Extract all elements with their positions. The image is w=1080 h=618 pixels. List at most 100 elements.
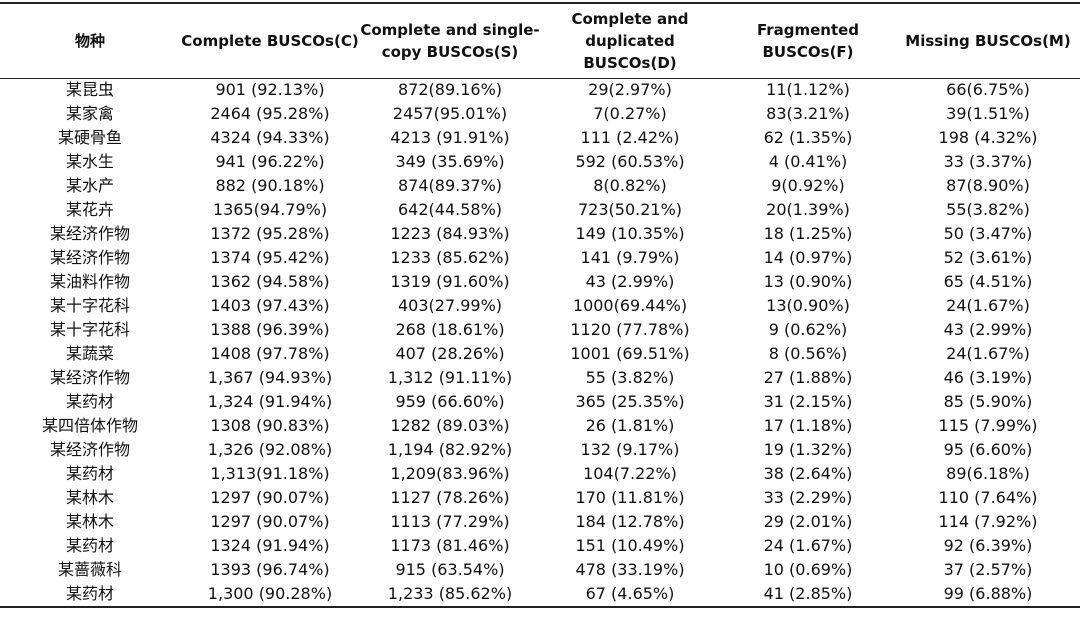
species-cell: 某药材	[65, 392, 114, 411]
busco-cell: 1324 (91.94%)	[210, 536, 330, 555]
column-header: Complete BUSCOs(C)	[180, 4, 360, 78]
busco-cell: 24(1.67%)	[946, 296, 1030, 315]
busco-cell: 55(3.82%)	[946, 200, 1030, 219]
species-cell: 某蔷薇科	[57, 560, 122, 579]
busco-cell: 87(8.90%)	[946, 176, 1030, 195]
busco-cell: 33 (2.29%)	[763, 488, 853, 507]
busco-cell: 1,313(91.18%)	[210, 464, 330, 483]
busco-cell: 1233 (85.62%)	[390, 248, 510, 267]
busco-cell: 723(50.21%)	[577, 200, 683, 219]
species-cell: 某经济作物	[49, 248, 130, 267]
busco-cell: 1,194 (82.92%)	[387, 440, 513, 459]
header-line: duplicated	[585, 32, 675, 50]
header-line: Complete and single-	[360, 21, 540, 39]
busco-cell: 95 (6.60%)	[943, 440, 1033, 459]
species-cell: 某经济作物	[49, 368, 130, 387]
busco-cell: 66(6.75%)	[946, 80, 1030, 99]
column-header: Missing BUSCOs(M)	[896, 4, 1080, 78]
busco-cell: 403(27.99%)	[397, 296, 503, 315]
busco-cell: 29 (2.01%)	[763, 512, 853, 531]
busco-cell: 1001 (69.51%)	[570, 344, 690, 363]
busco-cell: 901 (92.13%)	[215, 80, 325, 99]
busco-cell: 110 (7.64%)	[938, 488, 1038, 507]
busco-cell: 1362 (94.58%)	[210, 272, 330, 291]
species-cell: 某花卉	[65, 200, 114, 219]
busco-cell: 115 (7.99%)	[938, 416, 1038, 435]
busco-cell: 39(1.51%)	[946, 104, 1030, 123]
header-line: 物种	[74, 32, 105, 50]
busco-cell: 26 (1.81%)	[585, 416, 675, 435]
busco-cell: 8 (0.56%)	[768, 344, 848, 363]
busco-cell: 170 (11.81%)	[575, 488, 685, 507]
busco-cell: 1297 (90.07%)	[210, 512, 330, 531]
busco-cell: 1,367 (94.93%)	[207, 368, 333, 387]
busco-cell: 111 (2.42%)	[580, 128, 680, 147]
busco-cell: 13 (0.90%)	[763, 272, 853, 291]
header-line: Complete BUSCOs(C)	[181, 32, 359, 50]
species-cell: 某昆虫	[65, 80, 114, 99]
busco-cell: 18 (1.25%)	[763, 224, 853, 243]
column-header: Complete and single-copy BUSCOs(S)	[360, 4, 540, 78]
busco-cell: 407 (28.26%)	[395, 344, 505, 363]
species-cell: 某林木	[65, 488, 114, 507]
species-cell: 某药材	[65, 584, 114, 603]
busco-cell: 8(0.82%)	[593, 176, 667, 195]
busco-cell: 2457(95.01%)	[392, 104, 508, 123]
busco-cell: 1,312 (91.11%)	[387, 368, 513, 387]
column-header: 物种	[0, 4, 180, 78]
busco-cell: 1173 (81.46%)	[390, 536, 510, 555]
busco-cell: 9(0.92%)	[771, 176, 845, 195]
busco-cell: 50 (3.47%)	[943, 224, 1033, 243]
busco-cell: 874(89.37%)	[397, 176, 503, 195]
busco-cell: 46 (3.19%)	[943, 368, 1033, 387]
busco-cell: 1,326 (92.08%)	[207, 440, 333, 459]
busco-cell: 38 (2.64%)	[763, 464, 853, 483]
species-cell: 某家禽	[65, 104, 114, 123]
busco-cell: 1,300 (90.28%)	[207, 584, 333, 603]
busco-cell: 7(0.27%)	[593, 104, 667, 123]
header-line: copy BUSCOs(S)	[381, 43, 519, 61]
species-cell: 某水产	[65, 176, 114, 195]
busco-cell: 14 (0.97%)	[763, 248, 853, 267]
busco-cell: 1,233 (85.62%)	[387, 584, 513, 603]
busco-cell: 65 (4.51%)	[943, 272, 1033, 291]
species-cell: 某经济作物	[49, 224, 130, 243]
busco-cell: 43 (2.99%)	[585, 272, 675, 291]
header-line: Missing BUSCOs(M)	[905, 32, 1071, 50]
species-cell: 某经济作物	[49, 440, 130, 459]
column-header: Complete and duplicated BUSCOs(D)	[540, 4, 720, 78]
busco-cell: 4213 (91.91%)	[390, 128, 510, 147]
busco-cell: 37 (2.57%)	[943, 560, 1033, 579]
busco-cell: 41 (2.85%)	[763, 584, 853, 603]
busco-cell: 13(0.90%)	[766, 296, 850, 315]
busco-cell: 89(6.18%)	[946, 464, 1030, 483]
header-line: BUSCOs(F)	[762, 43, 854, 61]
busco-cell: 4324 (94.33%)	[210, 128, 330, 147]
busco-cell: 20(1.39%)	[766, 200, 850, 219]
header-line: Complete and	[571, 10, 689, 28]
species-cell: 某十字花科	[49, 320, 130, 339]
busco-cell: 1,324 (91.94%)	[207, 392, 333, 411]
busco-cell: 1297 (90.07%)	[210, 488, 330, 507]
busco-cell: 114 (7.92%)	[938, 512, 1038, 531]
busco-cell: 1408 (97.78%)	[210, 344, 330, 363]
busco-cell: 478 (33.19%)	[575, 560, 685, 579]
top-rule	[0, 2, 1080, 4]
species-cell: 某硬骨鱼	[57, 128, 122, 147]
busco-cell: 2464 (95.28%)	[210, 104, 330, 123]
column-header: Fragmented BUSCOs(F)	[720, 4, 896, 78]
busco-cell: 1308 (90.83%)	[210, 416, 330, 435]
busco-cell: 1403 (97.43%)	[210, 296, 330, 315]
busco-cell: 1120 (77.78%)	[570, 320, 690, 339]
busco-cell: 1113 (77.29%)	[390, 512, 510, 531]
busco-cell: 132 (9.17%)	[580, 440, 680, 459]
busco-cell: 29(2.97%)	[588, 80, 672, 99]
busco-cell: 11(1.12%)	[766, 80, 850, 99]
busco-cell: 104(7.22%)	[583, 464, 677, 483]
busco-cell: 141 (9.79%)	[580, 248, 680, 267]
busco-cell: 55 (3.82%)	[585, 368, 675, 387]
busco-cell: 1127 (78.26%)	[390, 488, 510, 507]
species-cell: 某药材	[65, 536, 114, 555]
busco-cell: 4 (0.41%)	[768, 152, 848, 171]
